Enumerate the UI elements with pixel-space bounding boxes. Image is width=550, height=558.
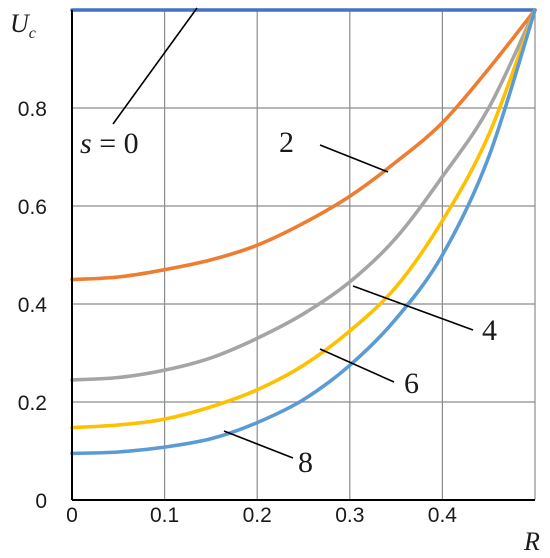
series-label-6: 6 <box>404 367 419 400</box>
y-axis-title: Uc <box>10 9 36 42</box>
leader-s0 <box>112 7 198 125</box>
leader-2 <box>319 144 389 173</box>
label-leaders <box>112 7 474 459</box>
curves <box>70 8 537 456</box>
series-label-8: 8 <box>298 446 313 479</box>
series-line-2 <box>70 8 537 382</box>
x-tick-label: 0 <box>66 504 78 527</box>
series-line-1 <box>70 8 537 282</box>
x-axis-title: R <box>523 527 540 556</box>
x-tick-label: 0.1 <box>150 504 179 527</box>
y-tick-label: 0.2 <box>18 392 47 415</box>
y-tick-label: 0.8 <box>18 98 47 121</box>
leader-4 <box>352 285 474 331</box>
series-line-3 <box>70 8 537 430</box>
x-tick-label: 0.4 <box>428 504 458 527</box>
x-tick-label: 0.3 <box>335 504 364 527</box>
series-label-4: 4 <box>482 314 497 347</box>
series-label-2: 2 <box>279 126 294 159</box>
grid <box>72 10 536 500</box>
tick-labels: 0 0.1 0.2 0.3 0.4 0 0.2 0.4 0.6 0.8 <box>18 98 458 527</box>
y-tick-label: 0.4 <box>18 294 48 317</box>
series-line-4 <box>70 8 537 456</box>
x-tick-label: 0.2 <box>243 504 272 527</box>
y-tick-label: 0.6 <box>18 196 47 219</box>
axes <box>71 10 535 501</box>
series-label-s0: s = 0 <box>80 127 139 160</box>
y-tick-label: 0 <box>35 490 47 513</box>
leader-6 <box>319 348 395 383</box>
leader-8 <box>223 430 294 459</box>
